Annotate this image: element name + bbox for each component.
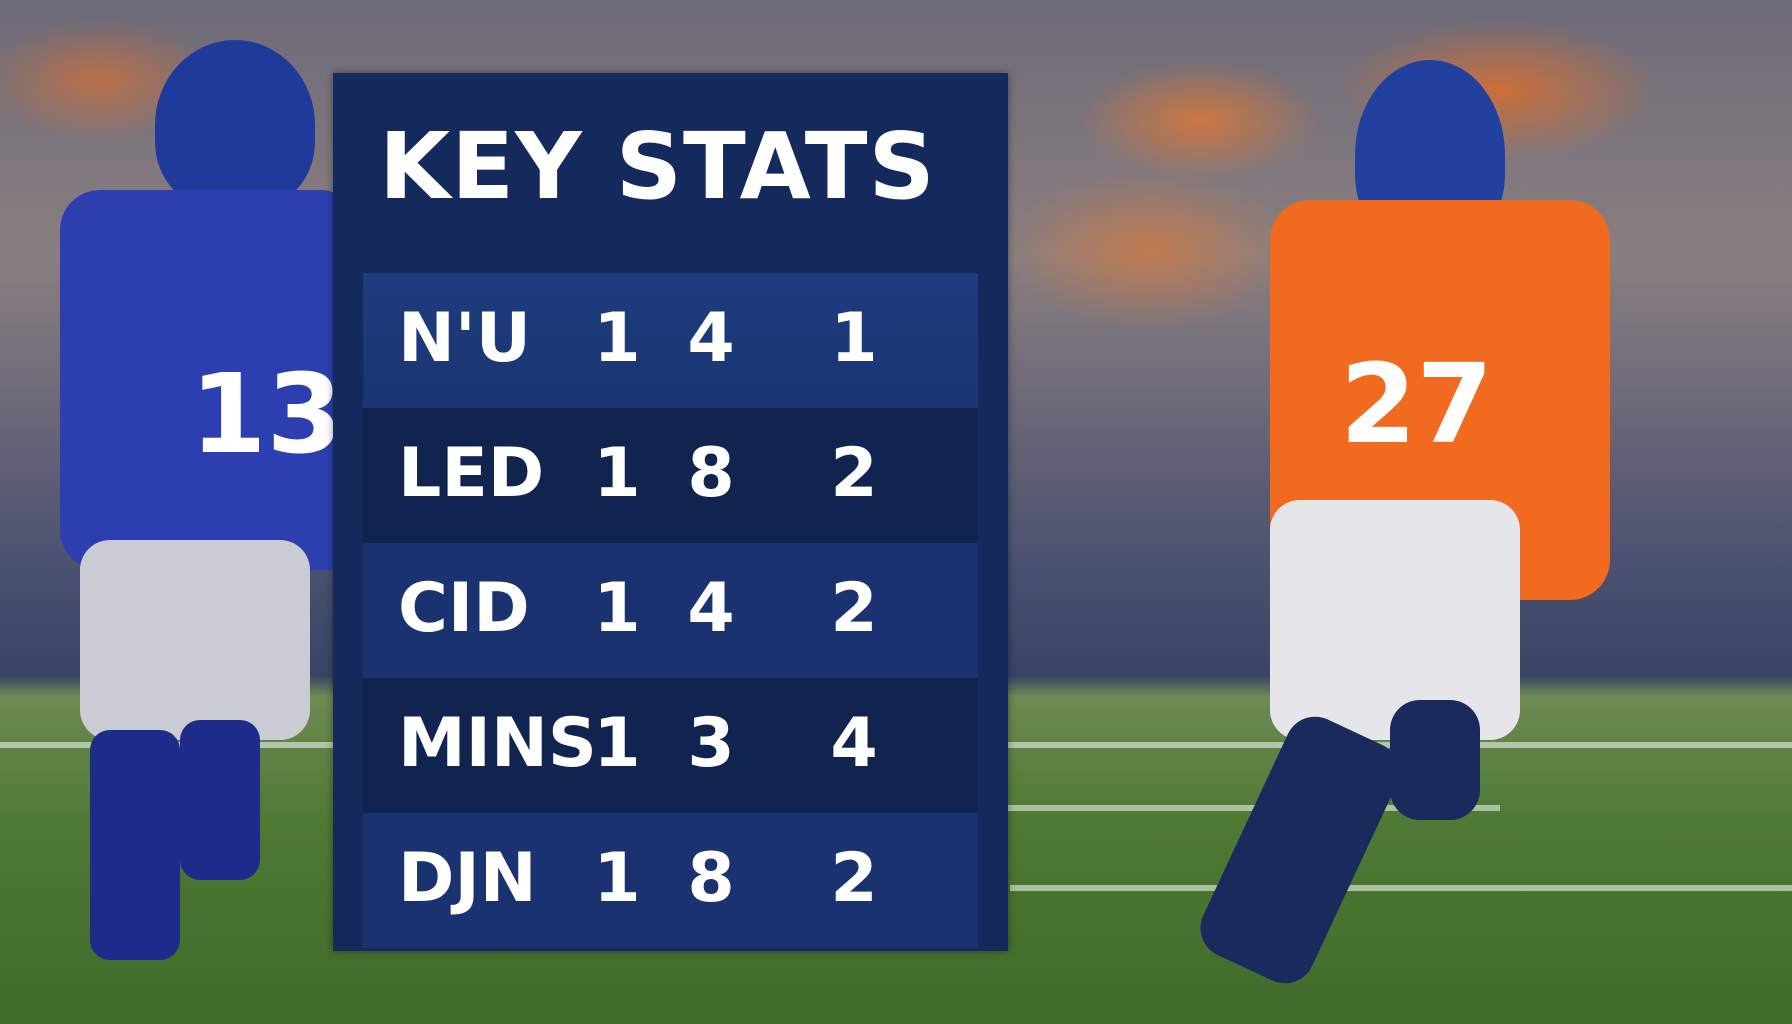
stat-value: 1 <box>593 839 641 918</box>
player-left: 13 <box>40 40 360 1000</box>
stat-label: N'U <box>398 299 531 378</box>
field-line <box>1010 885 1792 891</box>
stat-value: 4 <box>830 704 878 783</box>
stat-value: 4 <box>687 299 735 378</box>
field-line <box>1000 805 1500 811</box>
stat-value: 1 <box>593 434 641 513</box>
player-right: 27 <box>1140 60 1700 1010</box>
stat-row: CID 1 4 2 <box>363 543 978 678</box>
stat-label: MINS <box>398 704 597 783</box>
stat-value: 8 <box>687 434 735 513</box>
stat-value: 1 <box>593 704 641 783</box>
stat-value: 2 <box>830 839 878 918</box>
stat-value: 3 <box>687 704 735 783</box>
stat-value: 4 <box>687 569 735 648</box>
jersey-number: 27 <box>1340 340 1494 468</box>
stat-value: 2 <box>830 434 878 513</box>
key-stats-panel: KEY STATS N'U 1 4 1 LED 1 8 2 CID 1 4 2 … <box>333 73 1008 951</box>
stat-value: 1 <box>593 569 641 648</box>
stat-value: 1 <box>593 299 641 378</box>
stat-value: 2 <box>830 569 878 648</box>
stat-value: 8 <box>687 839 735 918</box>
stat-value: 1 <box>830 299 878 378</box>
jersey-number: 13 <box>190 350 344 478</box>
stat-label: DJN <box>398 839 537 918</box>
stat-row: MINS 1 3 4 <box>363 678 978 813</box>
stat-row: LED 1 8 2 <box>363 408 978 543</box>
panel-title: KEY STATS <box>379 113 936 220</box>
stat-row: DJN 1 8 2 <box>363 813 978 948</box>
stat-label: CID <box>398 569 530 648</box>
stat-row: N'U 1 4 1 <box>363 273 978 408</box>
stat-label: LED <box>398 434 545 513</box>
